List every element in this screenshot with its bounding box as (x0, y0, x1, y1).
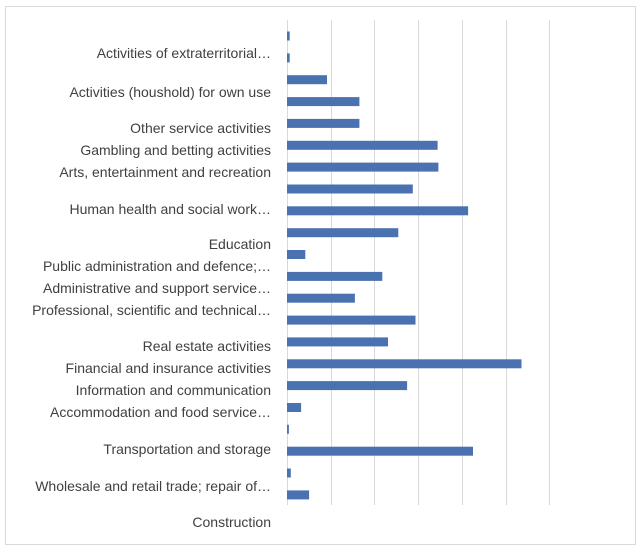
bar (287, 118, 360, 128)
bar (287, 53, 290, 63)
category-label: Administrative and support service… (43, 280, 271, 296)
bar (287, 162, 439, 172)
bar (287, 271, 383, 281)
bar (287, 228, 399, 238)
category-label: Financial and insurance activities (66, 360, 271, 376)
category-label: Activities (houshold) for own use (69, 84, 271, 100)
category-label: Arts, entertainment and recreation (59, 164, 271, 180)
bar (287, 75, 327, 85)
bar (287, 140, 438, 150)
bar (287, 184, 413, 194)
bar (287, 381, 408, 391)
bar (287, 97, 360, 107)
bar (287, 446, 473, 456)
bar (287, 468, 291, 478)
bar (287, 337, 388, 347)
gridlines (287, 20, 550, 505)
category-label: Wholesale and retail trade; repair of… (35, 478, 271, 494)
bar (287, 206, 469, 216)
bar (287, 31, 290, 41)
category-label: Education (209, 236, 271, 252)
bars (287, 31, 522, 500)
category-label: Information and communication (76, 382, 271, 398)
category-label: Human health and social work… (69, 201, 271, 217)
bar (287, 315, 416, 325)
category-label: Construction (192, 514, 271, 530)
bar (287, 424, 289, 434)
category-label: Public administration and defence;… (43, 258, 271, 274)
category-label: Gambling and betting activities (80, 142, 271, 158)
bar (287, 403, 302, 412)
bar (287, 250, 306, 259)
category-label: Transportation and storage (103, 441, 271, 457)
bar (287, 293, 355, 303)
category-label: Real estate activities (143, 338, 271, 354)
category-label: Professional, scientific and technical… (32, 302, 271, 318)
category-labels: Activities of extraterritorial… Activitie… (32, 45, 271, 530)
bar (287, 490, 310, 500)
category-label: Accommodation and food service… (50, 404, 271, 420)
category-label: Other service activities (130, 120, 271, 136)
bar (287, 359, 522, 369)
category-label: Activities of extraterritorial… (97, 45, 271, 61)
